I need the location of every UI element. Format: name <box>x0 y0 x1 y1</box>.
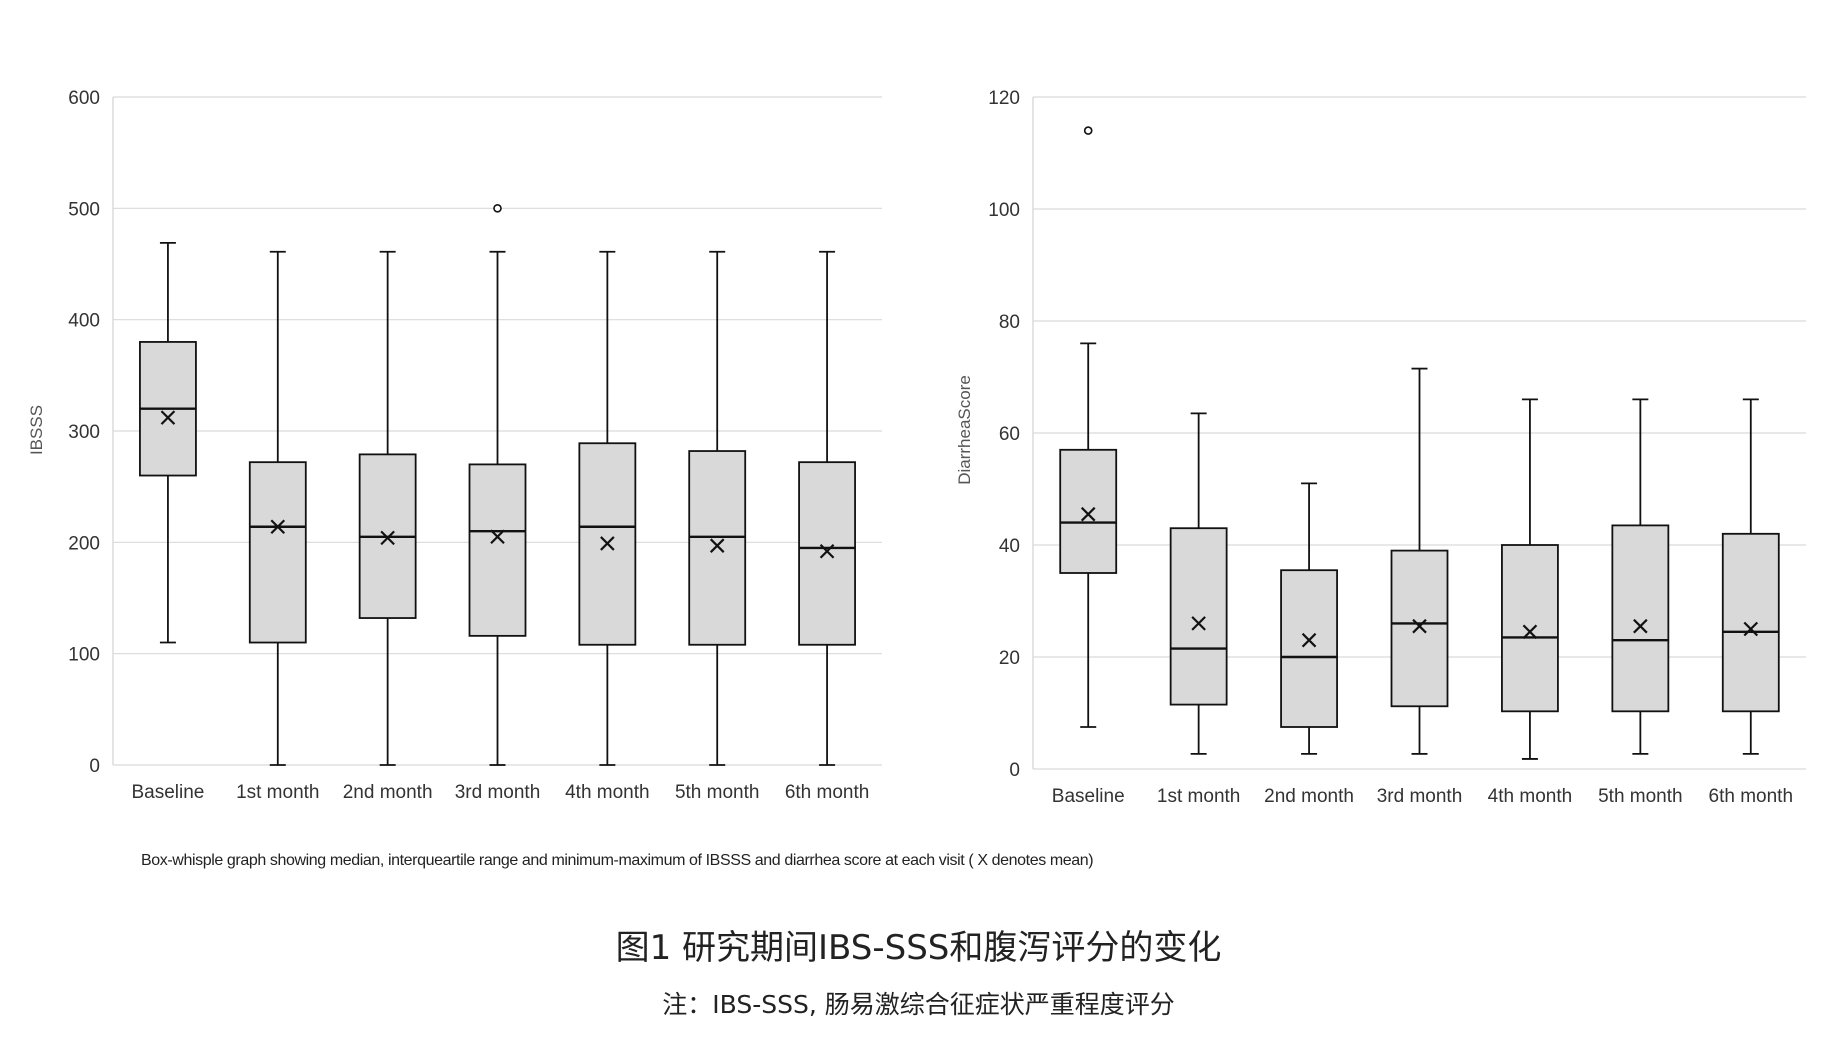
box-7 <box>798 250 856 766</box>
x-category-label: 2nd month <box>1264 786 1354 807</box>
y-axis-label: IBSSS <box>27 405 46 455</box>
mean-marker <box>819 543 835 559</box>
y-tick-label: 0 <box>1009 760 1020 781</box>
y-tick-label: 100 <box>68 645 100 666</box>
y-tick-label: 400 <box>68 311 100 332</box>
mean-marker <box>1301 632 1317 648</box>
chart-note: Box-whisple graph showing median, interq… <box>141 852 1094 869</box>
ibsss-box-chart: 0 100 200 300 400 500 600 IBSSS Baseline 1st mont… <box>0 0 900 830</box>
mean-marker <box>1743 621 1759 637</box>
diarrhea-score-box-plot: 0 20 40 60 80 100 120 DiarrheaScore Baseline 1st … <box>955 88 1806 807</box>
y-tick-label: 200 <box>68 533 100 554</box>
y-tick-label: 600 <box>68 88 100 109</box>
x-category-label: 1st month <box>236 782 319 803</box>
x-category-label: 6th month <box>785 782 870 803</box>
iqr-box <box>798 461 856 646</box>
ibsss-box-plot: 0 100 200 300 400 500 600 IBSSS Baseline 1st mont… <box>27 88 882 803</box>
y-tick-label: 60 <box>999 424 1020 445</box>
mean-marker <box>1412 618 1427 634</box>
x-category-label: Baseline <box>1052 786 1125 807</box>
box-1 <box>139 241 197 644</box>
mean-marker <box>1080 506 1096 522</box>
mean-marker <box>600 536 615 551</box>
mean-marker <box>160 410 176 425</box>
box-2 <box>1169 412 1228 755</box>
x-category-label: 3rd month <box>1377 786 1463 807</box>
box-4 <box>1390 367 1449 755</box>
y-tick-label: 80 <box>999 312 1020 333</box>
iqr-box <box>1169 527 1228 706</box>
x-category-label: Baseline <box>131 782 204 803</box>
mean-marker <box>1633 618 1648 634</box>
x-category-label: 5th month <box>675 782 760 803</box>
x-category-label: 2nd month <box>343 782 433 803</box>
box-2 <box>248 250 307 766</box>
iqr-box <box>1280 569 1338 728</box>
iqr-box <box>1059 448 1118 574</box>
iqr-box <box>1611 524 1670 713</box>
box-5 <box>578 250 637 766</box>
mean-marker <box>709 538 725 553</box>
box-7 <box>1721 398 1780 755</box>
outlier-point <box>1083 126 1093 135</box>
box-1 <box>1059 126 1118 728</box>
x-category-label: 4th month <box>565 782 650 803</box>
iqr-box <box>1390 549 1449 708</box>
x-category-label: 1st month <box>1157 786 1240 807</box>
iqr-box <box>1501 544 1559 713</box>
x-category-label: 3rd month <box>455 782 541 803</box>
x-category-label: 6th month <box>1709 786 1794 807</box>
box-6 <box>1611 398 1670 755</box>
y-tick-label: 20 <box>999 648 1020 669</box>
y-tick-label: 500 <box>68 199 100 220</box>
box-6 <box>688 250 747 766</box>
y-tick-label: 0 <box>89 756 100 777</box>
box-5 <box>1501 398 1559 760</box>
iqr-box <box>468 463 527 637</box>
x-category-label: 5th month <box>1598 786 1683 807</box>
box-3 <box>358 250 417 766</box>
figure-title: 图1 研究期间IBS-SSS和腹泻评分的变化 <box>615 928 1222 968</box>
box-3 <box>1280 482 1338 755</box>
iqr-box <box>1721 532 1780 713</box>
y-tick-label: 100 <box>988 200 1020 221</box>
mean-marker <box>270 519 286 535</box>
x-category-label: 4th month <box>1488 786 1573 807</box>
y-tick-labels: 0 20 40 60 80 100 120 <box>988 88 1020 781</box>
iqr-box <box>248 461 307 644</box>
box-4 <box>468 204 527 766</box>
outlier-point <box>493 204 502 213</box>
mean-marker <box>1522 624 1538 640</box>
y-tick-label: 300 <box>68 422 100 443</box>
mean-marker <box>380 530 395 546</box>
y-axis-label: DiarrheaScore <box>955 375 974 485</box>
mean-marker <box>490 529 505 545</box>
y-tick-label: 120 <box>988 88 1020 109</box>
y-tick-label: 40 <box>999 536 1020 557</box>
diarrhea-score-box-chart: 0 20 40 60 80 100 120 DiarrheaScore Baseline 1st … <box>930 0 1837 830</box>
iqr-box <box>688 450 747 646</box>
figure-subtitle: 注：IBS-SSS, 肠易激综合征症状严重程度评分 <box>662 990 1175 1019</box>
y-tick-labels: 0 100 200 300 400 500 600 <box>68 88 100 777</box>
mean-marker <box>1191 616 1206 631</box>
